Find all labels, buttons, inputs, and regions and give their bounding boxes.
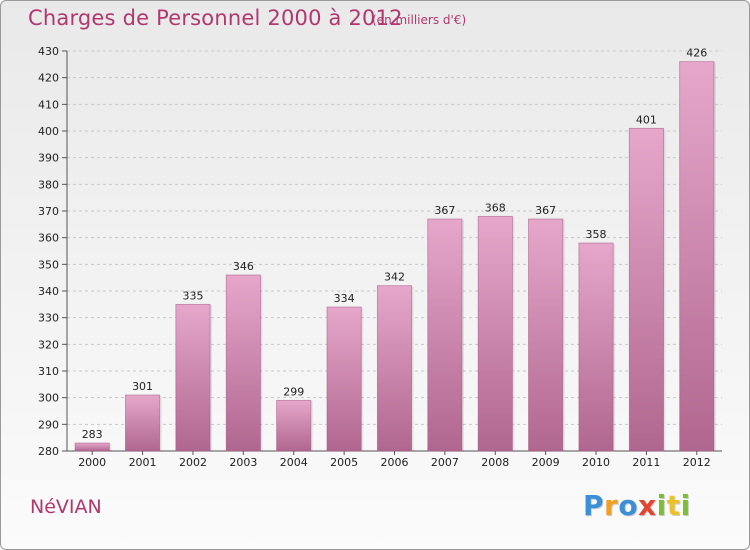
y-tick-label: 410: [38, 98, 59, 111]
x-tick-label: 2009: [532, 456, 560, 469]
y-tick-label: 300: [38, 392, 59, 405]
y-tick-label: 340: [38, 285, 59, 298]
value-label: 426: [686, 47, 707, 60]
label-layer: 283 301 335 346 299 334 342 367 368 367 358 401 426: [82, 47, 708, 441]
bar-2006: [376, 285, 413, 452]
y-tick-label: 370: [38, 205, 59, 218]
y-tick-label: 280: [38, 445, 59, 458]
value-label: 358: [586, 228, 607, 241]
logo-letter: r: [604, 489, 619, 522]
logo-letter: i: [656, 489, 667, 522]
y-tick-label: 290: [38, 418, 59, 431]
x-tick-label: 2008: [481, 456, 509, 469]
x-tick-label: 2007: [431, 456, 459, 469]
value-label: 283: [82, 428, 103, 441]
bar-2002: [175, 303, 211, 452]
bar-2004: [276, 399, 312, 452]
value-label: 301: [132, 380, 153, 393]
x-tick-label: 2010: [582, 456, 610, 469]
value-label: 368: [485, 201, 506, 214]
value-label: 335: [182, 289, 203, 302]
y-tick-label: 430: [38, 45, 59, 58]
y-tick-label: 360: [38, 232, 59, 245]
bar-2011: [628, 127, 664, 452]
y-tick-label: 390: [38, 152, 59, 165]
value-label: 299: [283, 385, 304, 398]
bar-2001: [125, 394, 161, 452]
x-tick-label: 2004: [280, 456, 308, 469]
value-label: 367: [535, 204, 556, 217]
bar-2010: [578, 242, 614, 452]
bar-layer: [74, 61, 716, 452]
bar-2003: [225, 274, 261, 452]
bar-2007: [427, 218, 463, 452]
value-label: 367: [434, 204, 455, 217]
value-label: 346: [233, 260, 254, 273]
logo-letter: x: [638, 489, 657, 522]
bar-2008: [477, 215, 513, 452]
y-tick-label: 350: [38, 258, 59, 271]
y-tick-label: 400: [38, 125, 59, 138]
bar-2012: [679, 61, 715, 452]
y-tick-label: 420: [38, 72, 59, 85]
value-label: 401: [636, 113, 657, 126]
axis-layer: 280 290 300 310 320 330 340 350 360 370 380 390 400 4…: [38, 45, 722, 469]
commune-name: NéVIAN: [30, 496, 102, 518]
x-tick-label: 2000: [78, 456, 106, 469]
bar-2000: [74, 442, 110, 452]
logo-letter: i: [680, 489, 691, 522]
logo-letter: P: [583, 489, 605, 522]
y-tick-label: 380: [38, 178, 59, 191]
x-tick-label: 2001: [129, 456, 157, 469]
y-tick-label: 330: [38, 312, 59, 325]
x-tick-label: 2011: [632, 456, 660, 469]
x-tick-label: 2005: [330, 456, 358, 469]
chart-title: Charges de Personnel 2000 à 2012: [28, 6, 403, 30]
logo-letter: t: [666, 489, 681, 522]
chart-subtitle: (en milliers d'€): [372, 13, 467, 27]
y-tick-label: 320: [38, 338, 59, 351]
bar-2009: [528, 218, 564, 452]
bar-2005: [326, 306, 362, 452]
x-tick-label: 2012: [683, 456, 711, 469]
x-tick-label: 2002: [179, 456, 207, 469]
proxiti-logo: Proxiti: [583, 489, 691, 522]
x-tick-label: 2006: [381, 456, 409, 469]
x-tick-label: 2003: [229, 456, 257, 469]
logo-letter: o: [618, 489, 639, 522]
value-label: 334: [334, 292, 355, 305]
value-label: 342: [384, 271, 405, 284]
y-tick-label: 310: [38, 365, 59, 378]
